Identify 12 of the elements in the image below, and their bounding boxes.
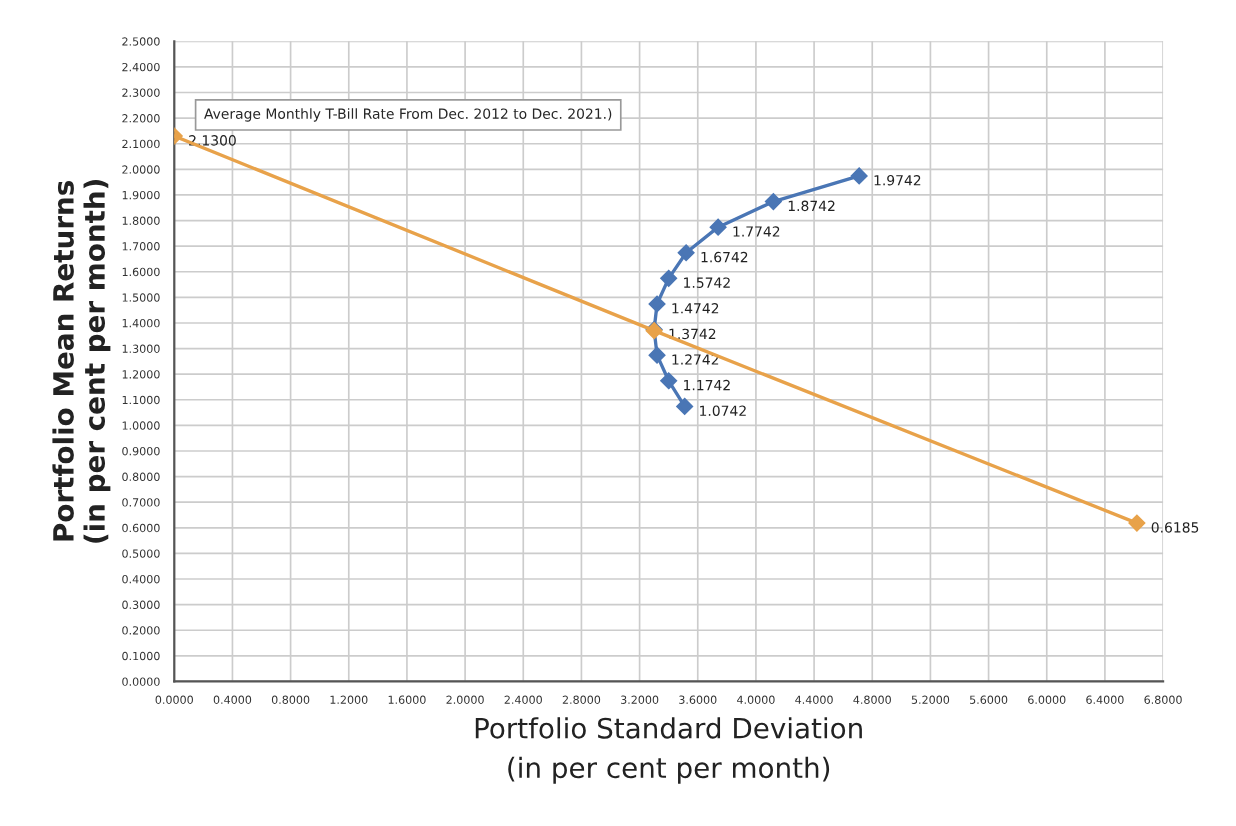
- x-axis-title: Portfolio Standard Deviation (in per cent per month): [475, 717, 862, 784]
- point: [676, 398, 693, 415]
- point: [660, 270, 677, 287]
- point: [677, 244, 695, 262]
- point: [648, 295, 666, 313]
- point: [648, 346, 666, 364]
- point: [850, 167, 868, 185]
- point: [765, 193, 782, 210]
- point: [709, 218, 727, 236]
- y-axis-title: Portfolio Mean Returns (in per cent per month): [52, 180, 111, 543]
- point: [1128, 514, 1146, 532]
- point: [660, 372, 677, 390]
